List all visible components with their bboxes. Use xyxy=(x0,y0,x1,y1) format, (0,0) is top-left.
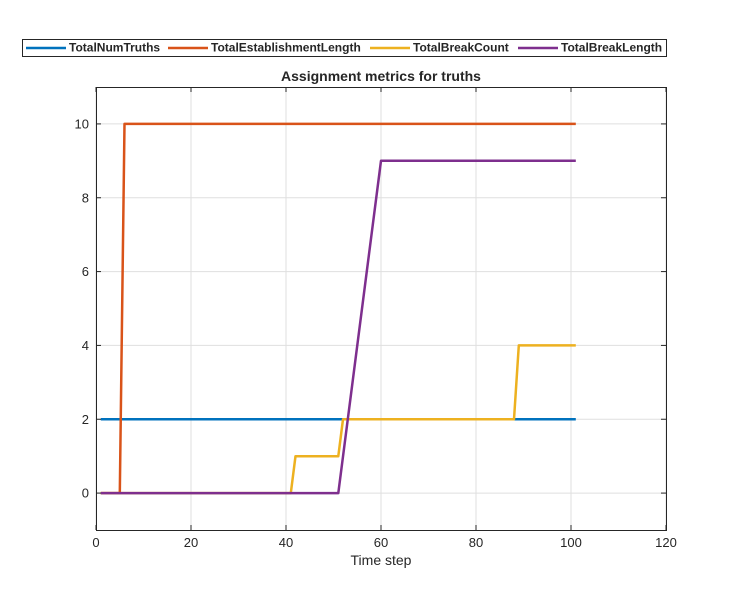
x-tick-label: 100 xyxy=(560,535,582,550)
y-tick-label: 0 xyxy=(82,486,89,501)
legend-box xyxy=(22,39,667,57)
chart-title: Assignment metrics for truths xyxy=(281,68,481,84)
y-axis-ticks: 0 2 4 6 8 10 xyxy=(75,116,666,501)
y-tick-label: 10 xyxy=(75,116,89,131)
x-tick-label: 0 xyxy=(92,535,99,550)
y-tick-label: 6 xyxy=(82,264,89,279)
x-tick-label: 40 xyxy=(279,535,293,550)
legend-label-TotalEstablishmentLength: TotalEstablishmentLength xyxy=(211,41,361,55)
x-tick-label: 80 xyxy=(469,535,483,550)
series-layer xyxy=(100,122,576,495)
x-axis-label: Time step xyxy=(351,552,412,568)
x-axis-ticks: 0 20 40 60 80 100 120 xyxy=(92,87,677,550)
x-tick-label: 120 xyxy=(655,535,677,550)
legend-label-TotalBreakLength: TotalBreakLength xyxy=(561,41,662,55)
series-line-TotalBreakCount xyxy=(100,344,576,495)
legend[interactable]: TotalNumTruths TotalEstablishmentLength To… xyxy=(22,39,667,57)
y-tick-label: 2 xyxy=(82,412,89,427)
legend-label-TotalBreakCount: TotalBreakCount xyxy=(413,41,509,55)
y-tick-label: 4 xyxy=(82,338,89,353)
y-tick-label: 8 xyxy=(82,190,89,205)
x-tick-label: 60 xyxy=(374,535,388,550)
legend-label-TotalNumTruths: TotalNumTruths xyxy=(69,41,160,55)
x-tick-label: 20 xyxy=(184,535,198,550)
series-line-TotalBreakLength xyxy=(100,159,576,495)
